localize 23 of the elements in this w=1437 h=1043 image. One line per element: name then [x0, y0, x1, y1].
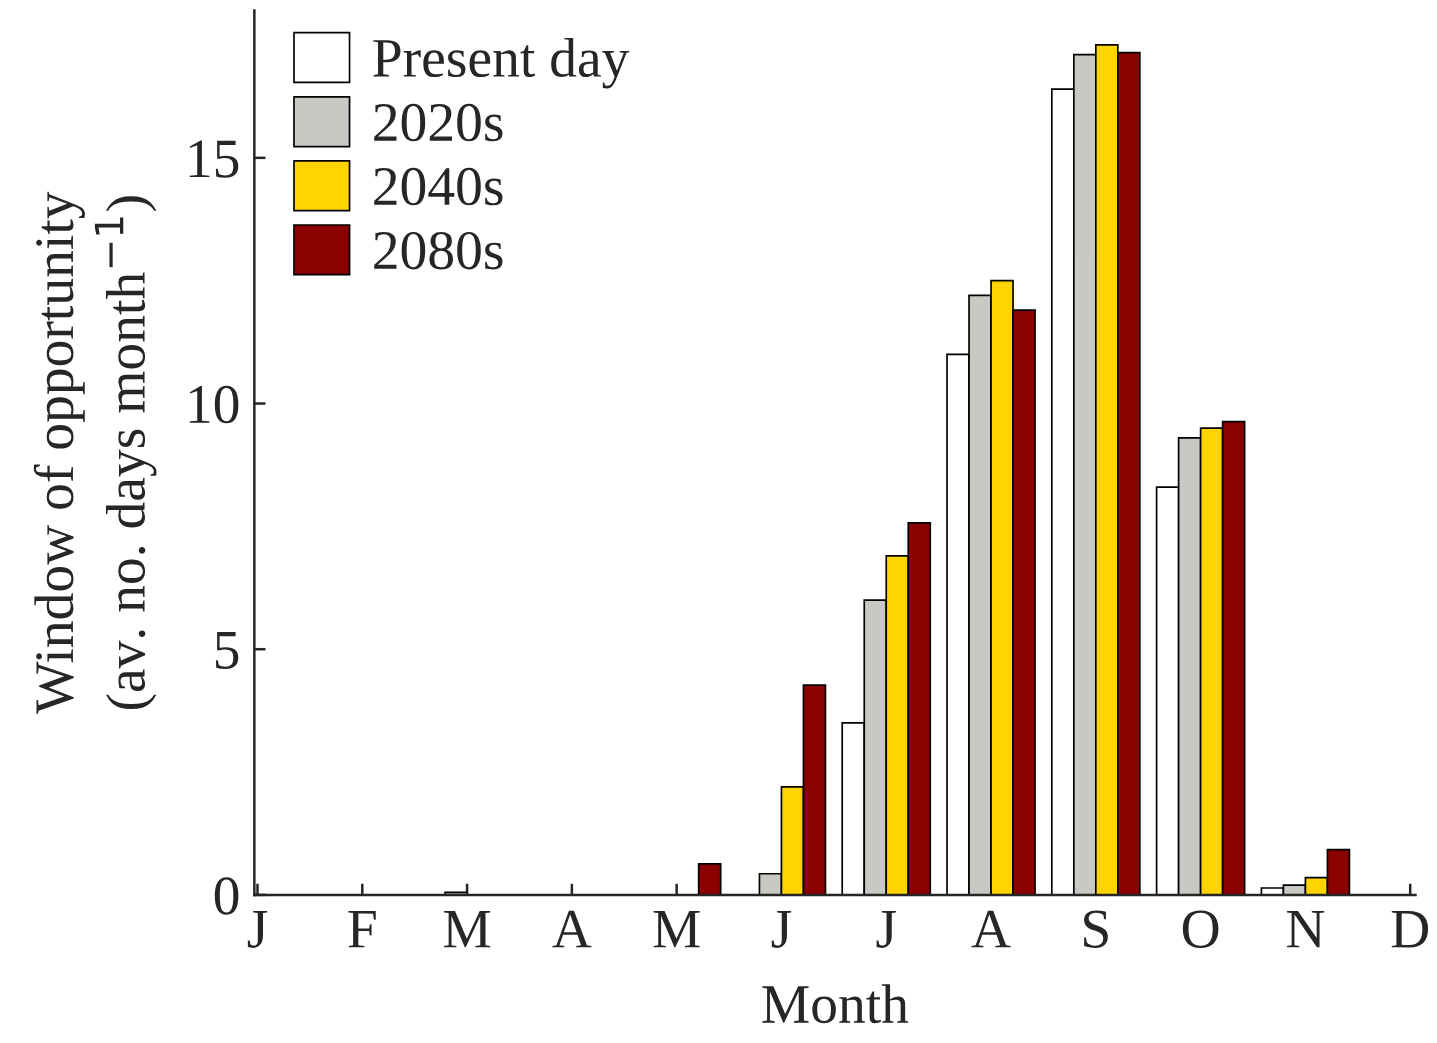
legend-label: Present day [373, 37, 630, 89]
x-tick-label: M [443, 910, 491, 948]
x-axis-title: Month [762, 984, 909, 1024]
x-tick-label: A [552, 910, 592, 948]
x-tick-label: S [1084, 910, 1108, 948]
bar [697, 863, 722, 895]
y-tick-label: 15 [189, 140, 239, 178]
x-tick-label: M [653, 910, 700, 948]
legend-label: 2080s [374, 231, 503, 270]
x-tick-label: N [1286, 910, 1325, 948]
legend-label: 2020s [374, 103, 503, 142]
legend-label: 2040s [374, 167, 503, 206]
x-tick-label: F [348, 910, 376, 948]
x-tick-label: O [1182, 910, 1219, 948]
x-tick-label: J [247, 910, 268, 948]
x-tick-label: J [876, 910, 896, 948]
y-tick-label: 5 [215, 632, 239, 670]
y-axis-title: Window of opportunity (av. no. days month$^{−1}$) [33, 191, 157, 714]
y-tick-label: 0 [214, 877, 239, 915]
x-tick-label: A [971, 910, 1011, 948]
x-tick-label: D [1391, 910, 1429, 948]
x-tick-label: J [771, 910, 792, 948]
y-tick-label: 10 [189, 385, 239, 424]
